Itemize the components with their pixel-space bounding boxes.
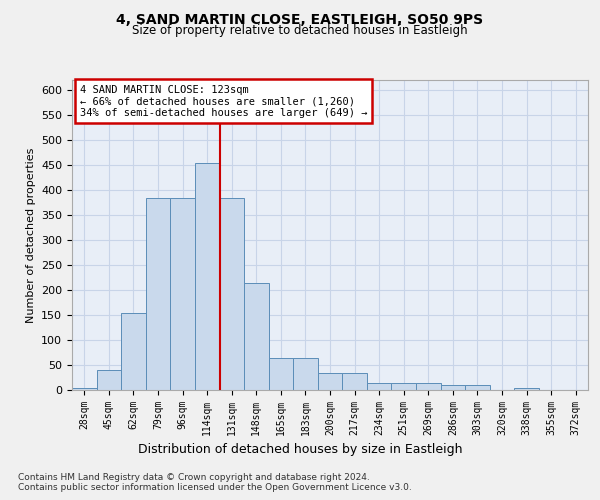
Bar <box>440 385 465 390</box>
Text: 4 SAND MARTIN CLOSE: 123sqm
← 66% of detached houses are smaller (1,260)
34% of : 4 SAND MARTIN CLOSE: 123sqm ← 66% of det… <box>80 84 367 118</box>
Bar <box>465 385 490 390</box>
Text: Size of property relative to detached houses in Eastleigh: Size of property relative to detached ho… <box>132 24 468 37</box>
Text: 4, SAND MARTIN CLOSE, EASTLEIGH, SO50 9PS: 4, SAND MARTIN CLOSE, EASTLEIGH, SO50 9P… <box>116 12 484 26</box>
Bar <box>244 282 269 390</box>
Bar <box>97 370 121 390</box>
Bar <box>195 162 220 390</box>
Bar <box>342 372 367 390</box>
Text: Distribution of detached houses by size in Eastleigh: Distribution of detached houses by size … <box>138 442 462 456</box>
Bar <box>146 198 170 390</box>
Bar <box>391 382 416 390</box>
Bar <box>170 198 195 390</box>
Bar <box>514 388 539 390</box>
Text: Contains HM Land Registry data © Crown copyright and database right 2024.: Contains HM Land Registry data © Crown c… <box>18 472 370 482</box>
Y-axis label: Number of detached properties: Number of detached properties <box>26 148 35 322</box>
Bar <box>293 358 318 390</box>
Bar <box>318 372 342 390</box>
Bar <box>72 388 97 390</box>
Bar <box>416 382 440 390</box>
Bar <box>367 382 391 390</box>
Bar <box>220 198 244 390</box>
Text: Contains public sector information licensed under the Open Government Licence v3: Contains public sector information licen… <box>18 482 412 492</box>
Bar <box>121 312 146 390</box>
Bar <box>269 358 293 390</box>
